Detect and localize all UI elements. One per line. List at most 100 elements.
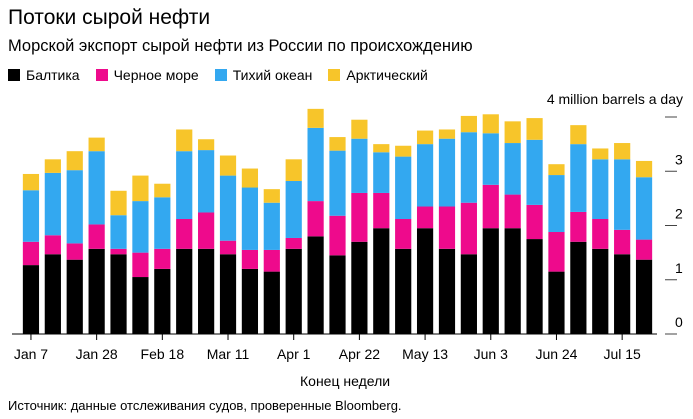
bar-segment [438,248,456,334]
bar-segment [614,143,631,160]
bar-segment [219,240,237,255]
chart-subtitle: Морской экспорт сырой нефти из России по… [8,37,473,55]
y-tick-label: 3 [675,151,683,167]
bar-segment [482,133,499,185]
bar-segment [416,206,434,229]
bar-segment [285,248,302,334]
bar-segment [548,164,565,176]
bar-segment [416,144,434,207]
bar-segment [329,137,346,151]
legend-swatch-pacific [214,69,227,81]
bar-segment [570,211,587,242]
legend-item-arctic: Арктический [328,66,428,84]
bar-segment [88,248,105,334]
bar-segment [22,265,40,334]
bar-segment [176,129,193,152]
bar-segment [329,150,346,216]
bar-segment [526,118,543,140]
bar-segment [307,108,324,128]
bar-segment [241,168,259,188]
x-tick-label: Jan 28 [76,346,118,362]
bar-segment [373,228,390,334]
x-tick-label: Jun 3 [474,346,508,362]
legend-label-black-sea: Черное море [113,67,199,83]
bar-segment [110,248,127,255]
bar-segment [66,151,83,171]
bar-segment [438,206,456,249]
bar-segment [614,229,631,255]
bar-segment [548,271,565,334]
y-tick-label: 2 [675,206,683,222]
bar-segment [570,144,587,212]
bar-segment [198,212,215,249]
bar-segment [635,259,653,334]
bar-segment [351,192,368,242]
bar-segment [154,183,171,198]
bar-segment [635,160,653,178]
bar-segment [373,192,390,229]
bar-segment [132,175,149,202]
bar-segment [592,159,609,219]
bar-segment [88,224,105,249]
bar-segment [351,119,368,139]
legend-item-black-sea: Черное море [95,66,199,84]
bar-segment [526,139,543,205]
bar-segment [438,129,456,139]
bar-segment [132,277,149,334]
bar-segment [592,248,609,334]
x-tick-label: Jul 15 [603,346,641,362]
bar-segment [526,239,543,334]
bar-segment [241,187,259,250]
bar-segment [592,218,609,249]
chart-title: Потоки сырой нефти [8,6,211,29]
bar-segment [176,248,193,334]
bar-segment [241,249,259,269]
bar-segment [416,228,434,334]
bar-segment [504,121,521,144]
bar-segment [635,239,653,260]
bar-segment [614,254,631,334]
bar-segment [307,201,324,237]
x-axis-title: Конец недели [300,373,391,389]
legend-label-pacific: Тихий океан [232,67,313,83]
bar-segment [482,228,499,334]
bar-segment [329,215,346,256]
bar-segment [198,150,215,213]
bar-segment [241,268,259,334]
source-note: Источник: данные отслеживания судов, про… [8,398,402,413]
bar-segment [592,148,609,160]
x-tick-label: Apr 22 [339,346,380,362]
bar-segment [307,127,324,202]
bar-segment [66,170,83,244]
bar-segment [285,181,302,238]
bar-segment [548,175,565,233]
bar-segment [460,202,477,255]
bar-segment [110,190,127,216]
bar-segment [263,189,280,203]
bar-segment [416,130,434,145]
bar-segment [395,248,412,334]
bar-segment [198,248,215,334]
bar-segment [460,254,477,334]
x-tick-label: Feb 18 [141,346,185,362]
bar-segment [307,236,324,334]
bar-segment [285,159,302,182]
bar-segment [351,241,368,334]
bar-segment [263,202,280,250]
bar-segment [263,271,280,334]
bar-segment [395,156,412,219]
legend-swatch-black-sea [95,69,108,81]
bar-segment [285,237,302,249]
bar-segment [351,138,368,193]
bar-segment [44,172,61,236]
legend-swatch-arctic [328,69,341,81]
bar-segment [132,201,149,253]
bar-segment [22,190,40,242]
bar-segment [66,243,83,260]
bar-segment [132,252,149,278]
x-tick-label: Jun 24 [535,346,577,362]
y-tick-label: 1 [675,260,683,276]
legend-item-baltic: Балтика [8,66,80,84]
bar-segment [44,159,61,173]
